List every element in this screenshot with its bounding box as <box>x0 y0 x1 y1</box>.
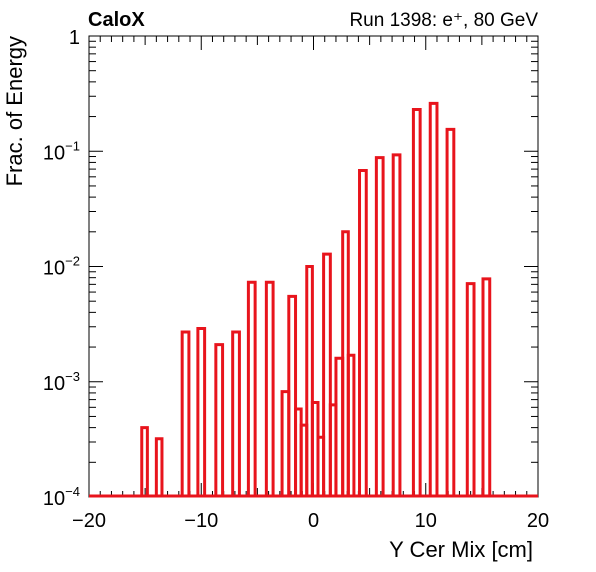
y-tick-label: 10−4 <box>43 484 80 510</box>
y-tick-label: 10−1 <box>43 138 80 164</box>
histogram-bin <box>287 294 298 497</box>
histogram-bin <box>214 343 225 497</box>
histogram-bin <box>154 437 164 497</box>
histogram-bin <box>264 280 275 497</box>
y-tick-base: 1 <box>69 27 80 49</box>
histogram-bin <box>391 153 402 497</box>
histogram-bin <box>465 282 476 497</box>
y-tick-base: 10 <box>43 488 65 510</box>
y-tick-base: 10 <box>43 373 65 395</box>
histogram-bin <box>481 277 492 497</box>
experiment-label: CaloX <box>88 9 145 31</box>
histogram-bin <box>358 169 368 497</box>
x-axis-title: Y Cer Mix [cm] <box>389 537 533 562</box>
x-tick-label: −10 <box>184 510 218 532</box>
x-tick-label: 10 <box>415 510 437 532</box>
y-axis-title: Frac. of Energy <box>2 36 27 186</box>
histogram-bin <box>231 330 241 497</box>
y-tick-label: 1 <box>69 27 80 49</box>
y-tick-exp: −3 <box>65 369 80 384</box>
y-tick-exp: −2 <box>65 254 80 269</box>
x-tick-label: −20 <box>72 510 106 532</box>
y-tick-label: 10−3 <box>43 369 80 395</box>
y-tick-base: 10 <box>43 142 65 164</box>
histogram-bin <box>346 353 356 497</box>
histogram-bin <box>445 127 456 497</box>
y-axis-tick-labels: 10−4 10−3 10−2 10−1 1 <box>43 27 80 510</box>
histogram-bin <box>305 265 314 497</box>
y-tick-base: 10 <box>43 258 65 280</box>
x-axis-tick-labels: −20 −10 0 10 20 <box>72 510 549 532</box>
histogram-bin <box>374 156 385 497</box>
histogram-bin <box>246 280 257 497</box>
y-tick-exp: −1 <box>65 138 80 153</box>
histogram-bin <box>411 108 422 497</box>
histogram-bin <box>180 330 191 497</box>
histogram-bin <box>140 426 149 497</box>
histogram-bin <box>196 326 207 497</box>
histogram-bin <box>322 252 332 497</box>
run-info-label: Run 1398: e⁺, 80 GeV <box>349 10 538 31</box>
x-tick-label: 0 <box>308 510 319 532</box>
x-tick-label: 20 <box>527 510 549 532</box>
histogram-bin <box>428 101 439 497</box>
y-tick-exp: −4 <box>65 484 80 499</box>
histogram-series <box>89 101 538 498</box>
y-tick-label: 10−2 <box>43 254 80 280</box>
